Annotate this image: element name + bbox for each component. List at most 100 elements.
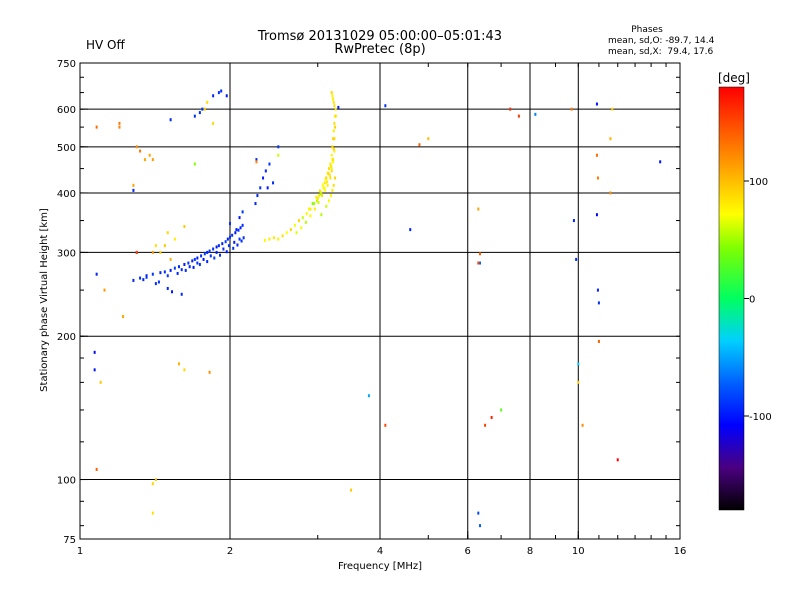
scatter-point: [409, 228, 412, 232]
scatter-point: [325, 204, 328, 208]
scatter-point: [217, 91, 220, 95]
scatter-point: [99, 380, 102, 384]
scatter-point: [183, 368, 186, 372]
scatter-point: [212, 121, 215, 125]
scatter-point: [331, 94, 334, 98]
scatter-point: [384, 104, 387, 108]
scatter-point: [509, 107, 512, 111]
scatter-point: [293, 223, 296, 227]
scatter-point: [427, 137, 430, 141]
scatter-point: [208, 249, 211, 253]
scatter-point: [316, 199, 319, 203]
scatter-point: [132, 278, 135, 282]
colorbar: [deg] 100 0 -100: [718, 71, 772, 511]
scatter-point: [323, 181, 326, 185]
scatter-point: [151, 158, 154, 162]
scatter-point: [206, 100, 209, 104]
scatter-point: [330, 153, 333, 157]
scatter-point: [231, 233, 234, 237]
scatter-point: [193, 162, 196, 166]
scatter-point: [221, 242, 224, 246]
scatter-point: [332, 137, 335, 141]
scatter-point: [479, 261, 482, 265]
scatter-point: [95, 467, 98, 471]
scatter-point: [135, 250, 138, 254]
scatter-point: [272, 181, 275, 185]
scatter-point: [311, 202, 314, 206]
scatter-point: [169, 268, 172, 272]
phase-stats-title: Phases: [631, 25, 663, 35]
scatter-point: [324, 177, 327, 181]
scatter-point: [268, 237, 271, 241]
scatter-point: [318, 189, 321, 193]
scatter-point: [240, 239, 243, 243]
scatter-point: [192, 265, 195, 269]
scatter-point: [169, 118, 172, 122]
scatter-point: [334, 125, 337, 129]
scatter-point: [330, 164, 333, 168]
scatter-point: [157, 280, 160, 284]
scatter-point: [332, 183, 335, 187]
scatter-point: [477, 261, 480, 265]
scatter-point: [268, 162, 271, 166]
scatter-point: [151, 272, 154, 276]
scatter-point: [173, 266, 176, 270]
scatter-point: [145, 275, 148, 279]
scatter-point: [183, 262, 186, 266]
scatter-point: [232, 246, 235, 250]
scatter-point: [332, 129, 335, 133]
scatter-point: [196, 256, 199, 260]
chart-subtitle: RwPretec (8p): [334, 42, 425, 57]
scatter-point: [208, 370, 211, 374]
scatter-point: [198, 262, 201, 266]
scatter-point: [154, 478, 157, 482]
scatter-point: [327, 171, 330, 175]
scatter-point: [193, 114, 196, 118]
scatter-point: [611, 107, 614, 111]
scatter-point: [203, 107, 206, 111]
scatter-point: [163, 270, 166, 274]
scatter-point: [272, 236, 275, 240]
scatter-point: [118, 121, 121, 125]
scatter-point: [225, 250, 228, 254]
scatter-point: [177, 362, 180, 366]
scatter-point: [323, 188, 326, 192]
scatter-point: [220, 89, 223, 93]
colorbar-tick-label: -100: [749, 412, 772, 423]
scatter-point: [367, 394, 370, 398]
scatter-point: [212, 94, 215, 98]
scatter-point: [330, 91, 333, 95]
scatter-point: [198, 111, 201, 115]
y-tick-label: 300: [57, 248, 76, 259]
scatter-point: [577, 380, 580, 384]
scatter-point: [277, 153, 280, 157]
scatter-point: [323, 186, 326, 190]
scatter-point: [183, 225, 186, 229]
scatter-point: [224, 240, 227, 244]
scatter-point: [176, 271, 179, 275]
scatter-point: [217, 244, 220, 248]
scatter-point: [317, 200, 320, 204]
chart-title: Tromsø 20131029 05:00:00–05:01:43: [257, 29, 502, 44]
scatter-point: [184, 268, 187, 272]
scatter-point: [255, 158, 258, 162]
scatter-point: [500, 408, 503, 412]
scatter-point: [330, 169, 333, 173]
x-tick-label: 2: [227, 546, 233, 557]
scatter-point: [206, 260, 209, 264]
scatter-point: [285, 231, 288, 235]
gridlines: [80, 63, 680, 539]
scatter-point: [326, 183, 329, 187]
scatter-point: [135, 145, 138, 149]
x-axis-ticks: 1 2 4 6 8 10 16: [77, 531, 686, 557]
scatter-point: [95, 125, 98, 129]
scatter-point: [595, 102, 598, 106]
scatter-point: [159, 250, 162, 254]
scatter-point: [333, 104, 336, 108]
scatter-point: [332, 158, 335, 162]
scatter-point: [328, 173, 331, 177]
scatter-point: [300, 226, 303, 230]
scatter-point: [188, 265, 191, 269]
scatter-point: [241, 210, 244, 214]
scatter-point: [327, 167, 330, 171]
